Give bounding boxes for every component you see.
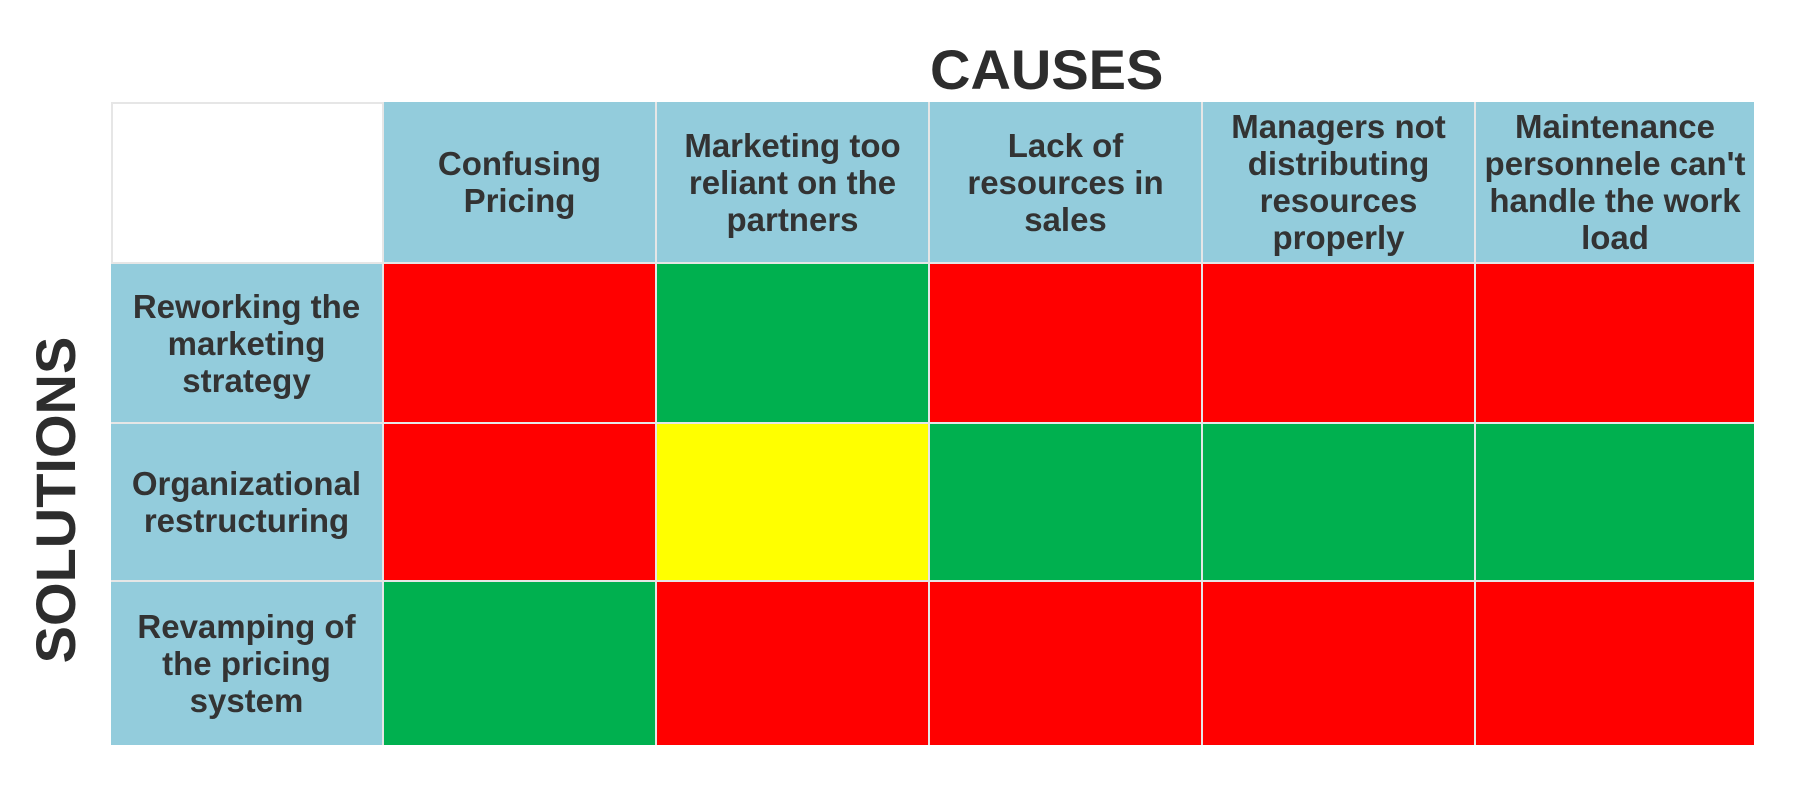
matrix-cell-red bbox=[1203, 264, 1476, 424]
matrix-cell-yellow bbox=[657, 424, 930, 582]
solution-header-organizational-restructuring: Organizational restructuring bbox=[111, 424, 384, 582]
matrix-cell-red bbox=[930, 582, 1203, 745]
matrix-cell-green bbox=[1476, 424, 1754, 582]
cause-header-confusing-pricing: Confusing Pricing bbox=[384, 102, 657, 264]
cause-header-lack-of-resources: Lack of resources in sales bbox=[930, 102, 1203, 264]
matrix-cell-red bbox=[1476, 264, 1754, 424]
matrix-cell-green bbox=[384, 582, 657, 745]
cause-header-maintenance-workload: Maintenance personnele can't handle the … bbox=[1476, 102, 1754, 264]
matrix-cell-red bbox=[1476, 582, 1754, 745]
cause-header-managers-distribution: Managers not distributing resources prop… bbox=[1203, 102, 1476, 264]
matrix-corner bbox=[111, 102, 384, 264]
matrix-cell-red bbox=[384, 264, 657, 424]
matrix-cell-red bbox=[657, 582, 930, 745]
solutions-title: SOLUTIONS bbox=[24, 336, 87, 664]
matrix-cell-red bbox=[930, 264, 1203, 424]
solution-header-marketing-strategy: Reworking the marketing strategy bbox=[111, 264, 384, 424]
matrix-cell-red bbox=[384, 424, 657, 582]
matrix-cell-green bbox=[930, 424, 1203, 582]
matrix-cell-green bbox=[1203, 424, 1476, 582]
matrix-cell-green bbox=[657, 264, 930, 424]
cause-header-marketing-reliant: Marketing too reliant on the partners bbox=[657, 102, 930, 264]
solution-header-pricing-system: Revamping of the pricing system bbox=[111, 582, 384, 745]
matrix-cell-red bbox=[1203, 582, 1476, 745]
cause-solution-matrix: Confusing Pricing Marketing too reliant … bbox=[111, 102, 1754, 745]
causes-title: CAUSES bbox=[930, 38, 1164, 101]
